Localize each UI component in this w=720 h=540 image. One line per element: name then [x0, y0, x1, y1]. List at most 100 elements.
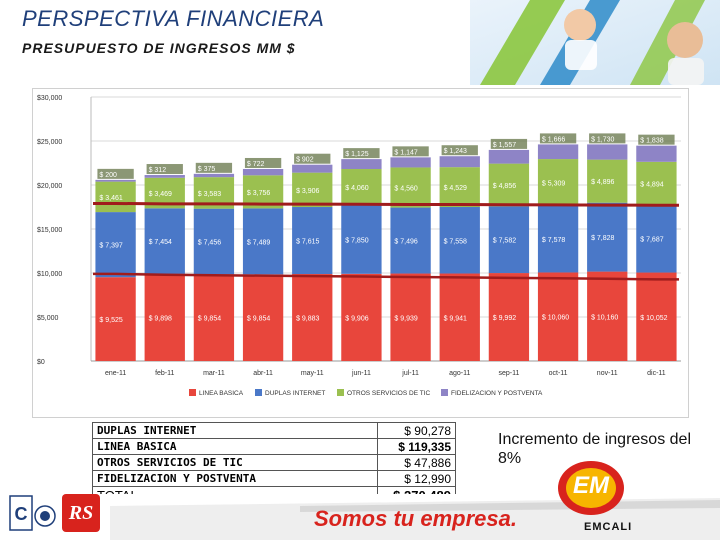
- bar-segment: [636, 161, 677, 205]
- bar-data-label: $ 10,052: [640, 315, 667, 322]
- bar-data-label: $ 1,838: [640, 138, 663, 145]
- bar-segment: [488, 206, 530, 274]
- bar-data-label: $ 3,756: [247, 190, 270, 197]
- bar-data-label: $ 1,730: [591, 136, 614, 143]
- bar-segment: [341, 204, 382, 274]
- y-tick-label: $5,000: [37, 315, 59, 322]
- bar-data-label: $ 9,854: [247, 316, 270, 323]
- bar-data-label: $ 4,856: [493, 183, 516, 190]
- bar-data-label: $ 7,828: [591, 235, 614, 242]
- bar-segment: [341, 159, 382, 170]
- x-tick-label: oct-11: [549, 370, 568, 377]
- bar-data-label: $ 902: [296, 157, 314, 164]
- bar-segment: [193, 208, 235, 275]
- bar-data-label: $ 9,939: [394, 315, 417, 322]
- trend-line: [93, 272, 679, 281]
- bar-label-box: [195, 162, 233, 173]
- x-tick-label: jun-11: [351, 370, 371, 377]
- bar-data-label: $ 3,461: [99, 195, 122, 202]
- x-tick-label: abr-11: [253, 370, 273, 377]
- bar-data-label: $ 9,941: [444, 315, 467, 322]
- certification-logo-icon: C: [9, 495, 56, 531]
- bar-data-label: $ 1,125: [345, 151, 368, 158]
- bar-label-box: [539, 133, 577, 144]
- bar-data-label: $ 1,666: [542, 136, 565, 143]
- bar-segment: [537, 272, 579, 361]
- chart-frame: $30,000 $25,000 $20,000 $15,000 $10,000 $5,00…: [32, 88, 689, 418]
- growth-note: Incremento de ingresos del 8%: [498, 431, 691, 467]
- bar-data-label: $ 7,496: [394, 239, 417, 246]
- bar-label-box: [490, 138, 528, 149]
- emcali-logo: EM: [555, 458, 627, 518]
- bar-segment: [587, 202, 628, 272]
- bar-label-box: [441, 145, 478, 156]
- bar-label-box: [638, 134, 675, 145]
- legend-swatch: [441, 389, 448, 396]
- bar-segment: [242, 208, 284, 275]
- bar-segment: [488, 149, 530, 164]
- bar-data-label: $ 7,582: [493, 238, 516, 245]
- legend-swatch: [255, 389, 262, 396]
- bar-segment: [636, 204, 677, 273]
- bar-data-label: $ 3,583: [198, 191, 221, 198]
- bar-data-label: $ 7,578: [542, 237, 565, 244]
- summary-row: FIDELIZACION Y POSTVENTA $ 12,990: [92, 470, 456, 487]
- bar-data-label: $ 9,906: [345, 315, 368, 322]
- x-tick-label: ene-11: [105, 370, 126, 377]
- bar-data-label: $ 3,906: [296, 188, 319, 195]
- bar-label-box: [244, 157, 282, 168]
- footer-slogan: Somos tu empresa.: [314, 506, 517, 531]
- bar-segment: [341, 169, 382, 205]
- bar-segment: [95, 181, 136, 213]
- bar-segment: [587, 159, 628, 203]
- bar-data-label: $ 4,894: [640, 181, 663, 188]
- bar-data-label: $ 722: [247, 161, 265, 168]
- bar-data-label: $ 4,529: [444, 185, 467, 192]
- bar-segment: [439, 207, 480, 274]
- revenue-stacked-bar-chart: $30,000 $25,000 $20,000 $15,000 $10,000 $5,00…: [37, 95, 681, 397]
- bar-data-label: $ 7,687: [640, 237, 663, 244]
- bar-segment: [390, 167, 431, 208]
- bar-segment: [292, 274, 333, 361]
- x-tick-label: nov-11: [597, 370, 618, 377]
- bar-data-label: $ 4,060: [345, 185, 368, 192]
- emcali-logo-mark: EM: [573, 472, 609, 499]
- summary-label: OTROS SERVICIOS DE TIC: [92, 454, 378, 471]
- bar-segment: [537, 159, 579, 206]
- y-tick-label: $30,000: [37, 95, 62, 102]
- legend-swatch: [189, 389, 196, 396]
- bar-data-label: $ 4,896: [591, 179, 614, 186]
- legend-swatch: [337, 389, 344, 396]
- bar-data-label: $ 7,454: [149, 239, 172, 246]
- y-tick-label: $10,000: [37, 271, 62, 278]
- bar-segment: [390, 157, 431, 168]
- bar-data-label: $ 9,525: [99, 317, 122, 324]
- bar-data-label: $ 7,558: [444, 238, 467, 245]
- y-tick-label: $20,000: [37, 183, 62, 190]
- bar-segment: [242, 274, 284, 361]
- summary-label: FIDELIZACION Y POSTVENTA: [92, 470, 378, 487]
- bar-label-box: [294, 153, 331, 164]
- emcali-brand: EMCALI: [584, 521, 633, 533]
- bar-data-label: $ 5,309: [542, 180, 565, 187]
- x-tick-label: ago-11: [449, 370, 470, 377]
- bar-segment: [193, 173, 235, 178]
- bar-data-label: $ 7,850: [345, 237, 368, 244]
- bar-data-label: $ 9,992: [493, 315, 516, 322]
- bar-segment: [537, 205, 579, 273]
- bar-segment: [439, 167, 480, 208]
- bar-data-label: $ 3,469: [149, 191, 172, 198]
- bar-data-label: $ 10,060: [542, 315, 569, 322]
- bar-segment: [242, 168, 284, 176]
- legend-label: LINEA BASICA: [199, 390, 244, 397]
- bar-data-label: $ 9,883: [296, 316, 319, 323]
- bar-segment: [636, 145, 677, 162]
- bar-segment: [95, 179, 136, 182]
- bar-data-label: $ 4,560: [394, 186, 417, 193]
- rs-logo-text: RS: [68, 502, 94, 524]
- x-tick-label: feb-11: [155, 370, 174, 377]
- bar-segment: [292, 172, 333, 208]
- bar-data-label: $ 7,489: [247, 239, 270, 246]
- bar-data-label: $ 9,854: [198, 316, 221, 323]
- page-title: PERSPECTIVA FINANCIERA: [22, 6, 325, 31]
